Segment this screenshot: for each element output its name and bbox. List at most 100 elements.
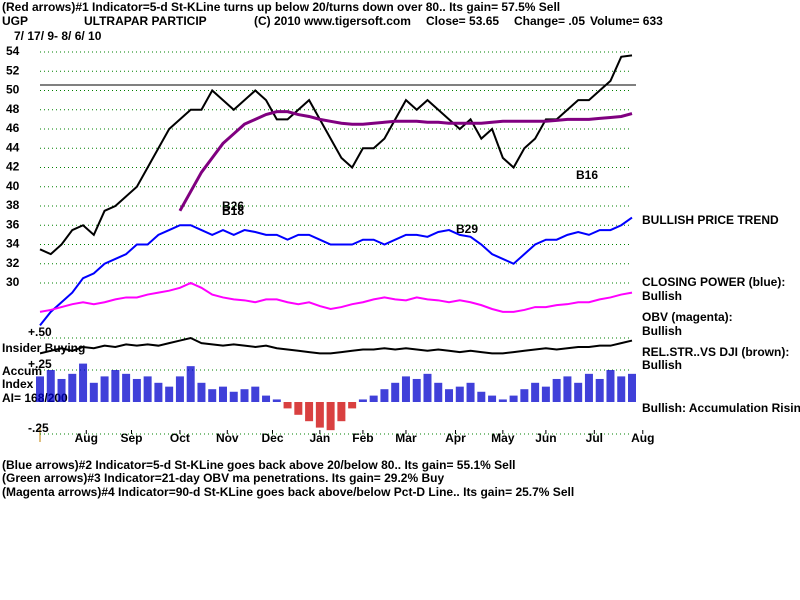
- x-tick-label: Aug: [75, 431, 98, 445]
- accum-bar: [68, 373, 77, 402]
- volume: Volume= 633: [590, 14, 663, 28]
- lower-tick-label: -.25: [28, 421, 49, 435]
- left-label: Insider Buying: [2, 341, 85, 355]
- y-tick-label: 54: [6, 44, 20, 58]
- accum-bar: [606, 370, 615, 402]
- right-label: BULLISH PRICE TREND: [642, 213, 779, 227]
- y-tick-label: 34: [6, 237, 20, 251]
- x-tick-label: Oct: [170, 431, 190, 445]
- y-tick-label: 46: [6, 121, 20, 135]
- accum-bar: [477, 391, 486, 402]
- footer-line: (Magenta arrows)#4 Indicator=90-d St-KLi…: [2, 485, 574, 499]
- accum-bar: [466, 382, 475, 402]
- accum-bar: [552, 378, 561, 402]
- accum-bar: [315, 402, 324, 428]
- right-label: Bullish: [642, 289, 682, 303]
- series-line: [178, 110, 633, 212]
- accum-bar: [218, 386, 227, 402]
- accum-bar: [628, 373, 636, 402]
- accum-bar: [36, 376, 44, 402]
- accum-bar: [584, 373, 593, 402]
- accum-bar: [595, 378, 604, 402]
- x-tick-label: Apr: [445, 431, 466, 445]
- annotation: B16: [576, 168, 598, 182]
- copyright: (C) 2010 www.tigersoft.com: [254, 14, 411, 28]
- x-tick-label: Jun: [535, 431, 556, 445]
- header-line: (Red arrows)#1 Indicator=5-d St-KLine tu…: [2, 0, 560, 14]
- x-tick-label: Dec: [261, 431, 283, 445]
- x-tick-label: Mar: [395, 431, 417, 445]
- x-tick-label: Feb: [352, 431, 373, 445]
- ticker: UGP: [2, 14, 28, 28]
- accum-bar: [283, 402, 292, 409]
- accum-bar: [305, 402, 314, 422]
- lower-tick-label: +.50: [28, 325, 52, 339]
- date-range: 7/ 17/ 9- 8/ 6/ 10: [14, 29, 102, 43]
- right-label: Bullish: Accumulation Rising: [642, 401, 800, 415]
- y-tick-label: 36: [6, 217, 20, 231]
- y-tick-label: 30: [6, 275, 20, 289]
- series-line: [39, 216, 633, 326]
- footer-line: (Green arrows)#3 Indicator=21-day OBV ma…: [2, 471, 444, 485]
- right-label: CLOSING POWER (blue):: [642, 275, 785, 289]
- y-tick-label: 52: [6, 63, 20, 77]
- x-tick-label: Jan: [310, 431, 331, 445]
- x-tick-label: Aug: [631, 431, 654, 445]
- accum-bar: [251, 386, 260, 402]
- accum-bar: [57, 378, 66, 402]
- accum-bar: [348, 402, 357, 409]
- footer-line: (Blue arrows)#2 Indicator=5-d St-KLine g…: [2, 458, 516, 472]
- company: ULTRAPAR PARTICIP: [84, 14, 207, 28]
- y-tick-label: 38: [6, 198, 20, 212]
- annotation: B18: [222, 204, 244, 218]
- accum-bar: [186, 366, 195, 402]
- y-tick-label: 42: [6, 160, 20, 174]
- accum-bar: [337, 402, 346, 422]
- accum-bar: [391, 382, 400, 402]
- right-label: Bullish: [642, 324, 682, 338]
- accum-bar: [89, 382, 98, 402]
- accum-bar: [498, 399, 507, 402]
- annotation: B26: [222, 199, 244, 213]
- x-tick-label: Nov: [216, 431, 239, 445]
- accum-bar: [531, 382, 540, 402]
- rel-str-line: [39, 336, 633, 355]
- accum-bar: [563, 376, 572, 402]
- accum-bar: [541, 386, 550, 402]
- accum-bar: [154, 382, 163, 402]
- accum-bar: [165, 386, 174, 402]
- x-tick-label: Sep: [120, 431, 142, 445]
- right-label: Bullish: [642, 358, 682, 372]
- accum-bar: [445, 389, 454, 402]
- accum-bar: [122, 373, 131, 402]
- accum-bar: [143, 376, 152, 402]
- y-tick-label: 32: [6, 256, 20, 270]
- x-tick-label: Jul: [586, 431, 603, 445]
- accum-bar: [100, 376, 109, 402]
- right-label: OBV (magenta):: [642, 310, 733, 324]
- accum-bar: [358, 399, 367, 402]
- left-label: Accum: [2, 364, 42, 378]
- accum-bar: [520, 389, 529, 402]
- accum-bar: [262, 395, 271, 402]
- accum-bar: [197, 382, 206, 402]
- accum-bar: [46, 370, 55, 402]
- series-line: [39, 281, 633, 313]
- y-tick-label: 50: [6, 83, 20, 97]
- accum-bar: [369, 395, 378, 402]
- accum-bar: [412, 378, 421, 402]
- y-tick-label: 44: [6, 140, 20, 154]
- series-line: [39, 54, 633, 256]
- accum-bar: [455, 386, 464, 402]
- y-tick-label: 40: [6, 179, 20, 193]
- accum-bar: [208, 389, 217, 402]
- right-label: REL.STR..VS DJI (brown):: [642, 345, 789, 359]
- accum-bar: [380, 389, 389, 402]
- accum-bar: [434, 382, 443, 402]
- accum-bar: [617, 376, 626, 402]
- close: Close= 53.65: [426, 14, 499, 28]
- x-tick-label: May: [491, 431, 515, 445]
- accum-bar: [423, 373, 432, 402]
- accum-bar: [79, 363, 88, 402]
